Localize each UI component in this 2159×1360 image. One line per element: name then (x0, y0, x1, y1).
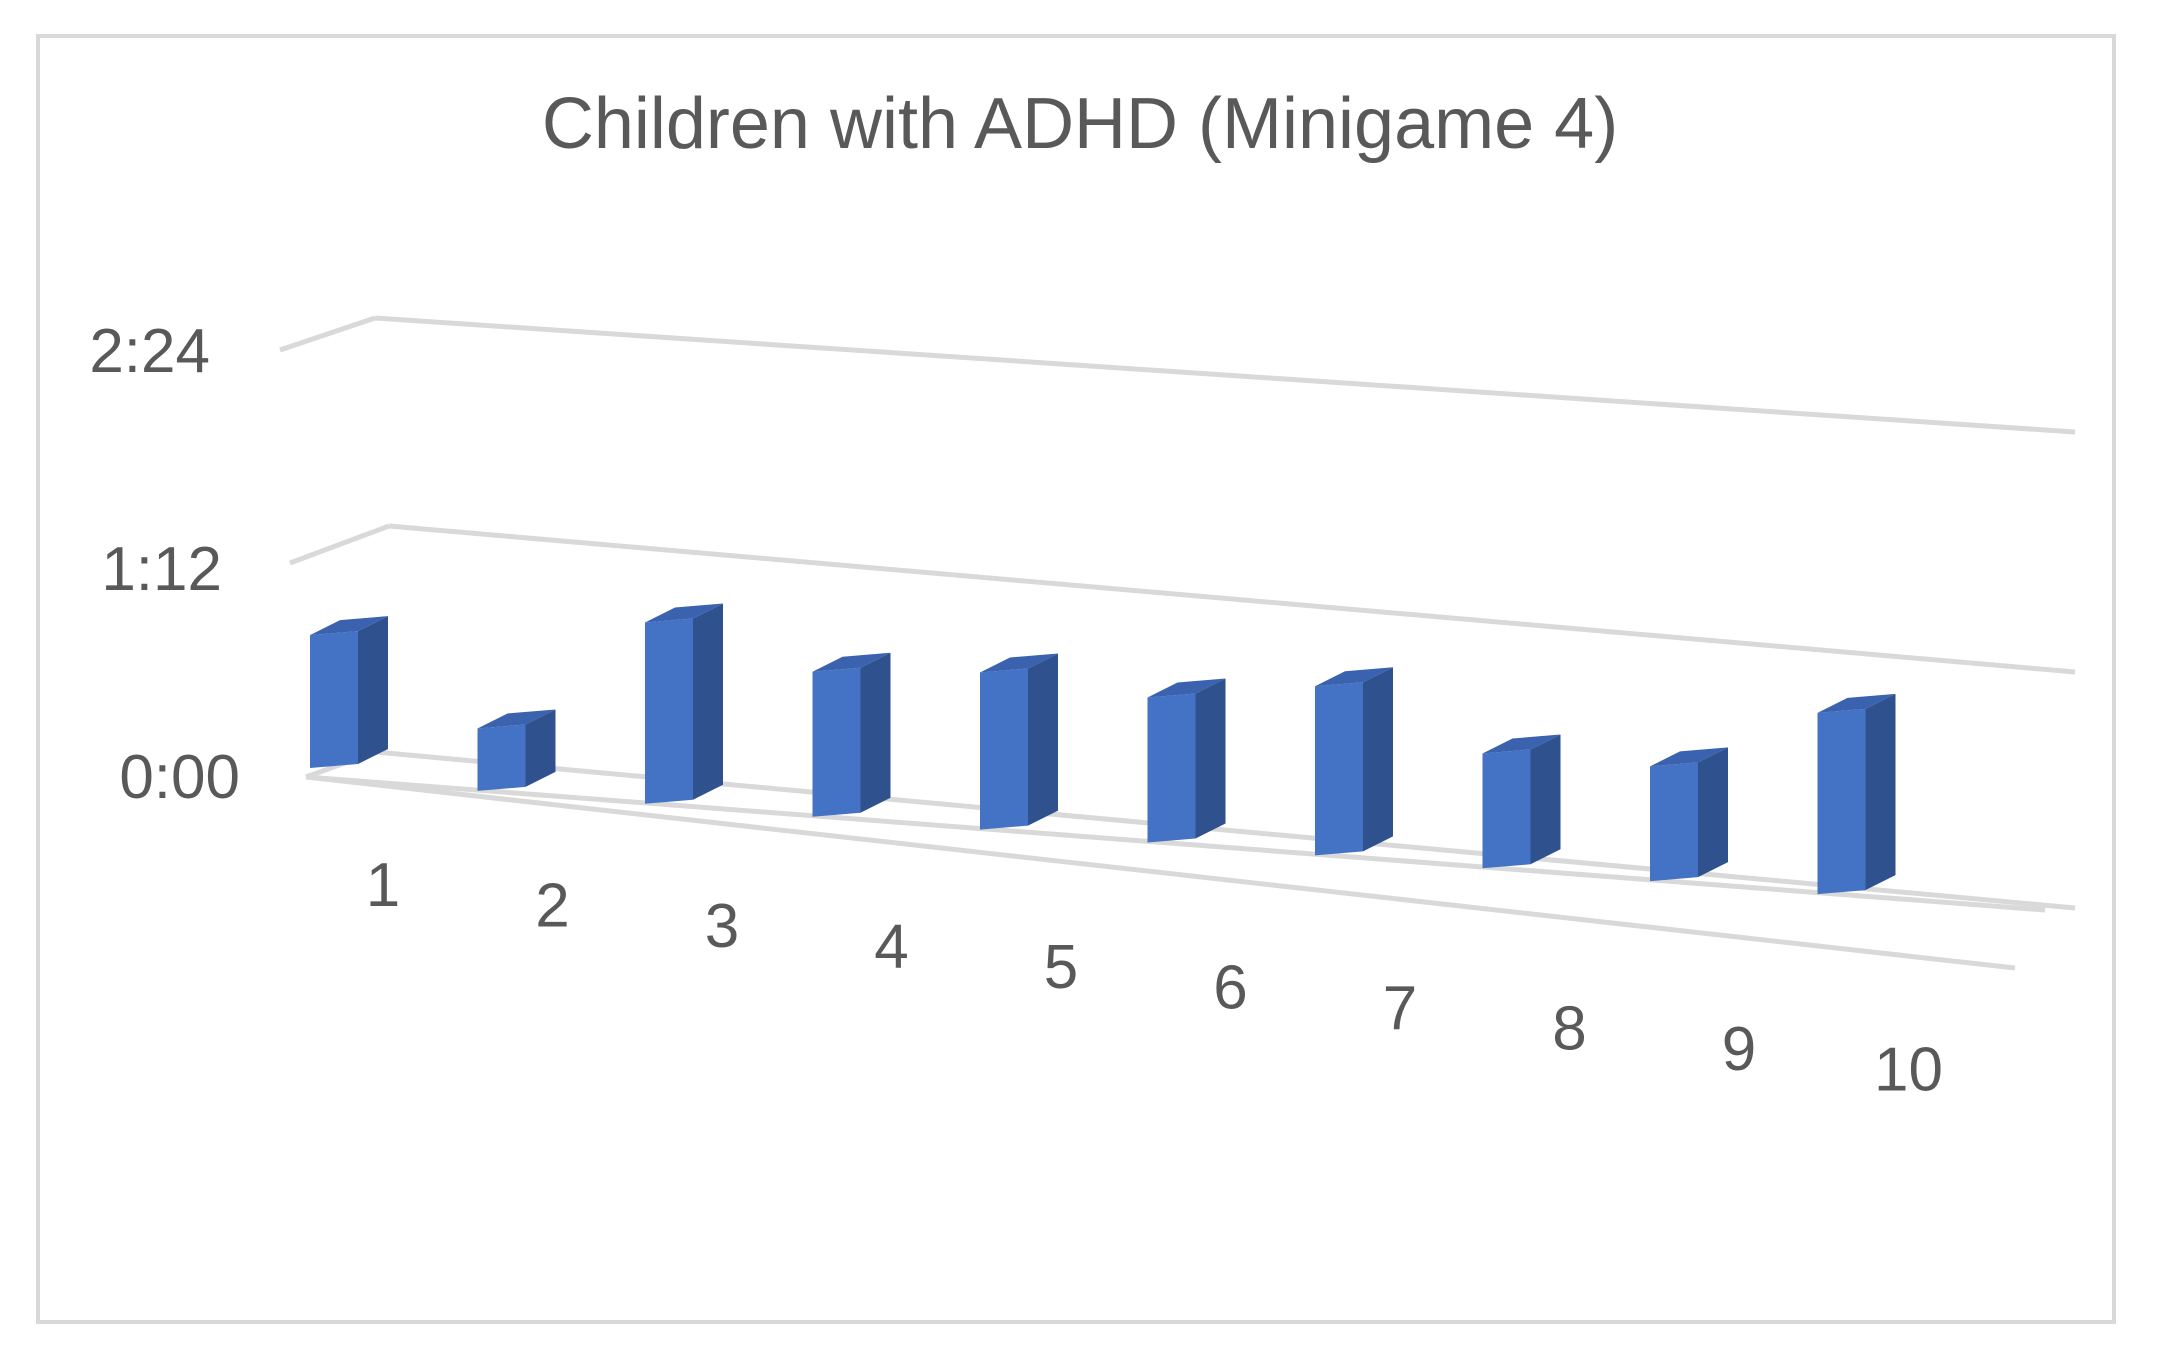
bar-front (645, 618, 693, 804)
bar-top (812, 652, 891, 672)
bar-side (1363, 667, 1393, 852)
bar-6 (1147, 678, 1226, 843)
y-tick-label: 0:00 (119, 743, 240, 812)
gridline-floor-front (305, 774, 2046, 913)
bar-7 (1315, 667, 1393, 856)
bar-front (1315, 682, 1363, 856)
bar-top (1315, 667, 1393, 687)
y-tick-label: 2:24 (89, 317, 210, 386)
bar-top (477, 709, 556, 729)
gridline-floor-edge (305, 774, 2016, 971)
x-tick-label: 1 (366, 851, 400, 920)
gridlines (279, 315, 2076, 971)
bar-10 (1817, 693, 1896, 895)
gridline-back-1 (388, 523, 2076, 675)
x-tick-label: 7 (1383, 974, 1417, 1043)
chart-title: Children with ADHD (Minigame 4) (542, 84, 1618, 164)
bar-1 (310, 616, 388, 768)
bars (310, 603, 1896, 895)
bar-front (477, 724, 526, 791)
gridline-side-1 (289, 523, 390, 566)
bar-side (1698, 747, 1728, 878)
bar-4 (812, 652, 891, 817)
gridline-side-2 (279, 315, 376, 353)
gridline-back-2 (374, 315, 2076, 435)
x-tick-label: 10 (1874, 1036, 1943, 1105)
bar-front (1482, 749, 1531, 869)
bar-top (1650, 747, 1728, 767)
bar-front (1147, 693, 1196, 843)
bar-front (1650, 762, 1698, 882)
bar-front (812, 667, 861, 817)
bar-9 (1650, 747, 1728, 882)
bar-side (1865, 693, 1896, 891)
y-axis-ticks: 0:00 1:12 2:24 (89, 317, 240, 812)
bar-front (980, 668, 1028, 830)
bar-8 (1482, 734, 1561, 869)
x-tick-label: 3 (705, 892, 739, 961)
bar-front (310, 631, 358, 768)
bar-top (310, 616, 388, 636)
x-tick-label: 5 (1044, 933, 1078, 1002)
bar-top (1482, 734, 1561, 754)
bar-side (1530, 734, 1561, 865)
bar-5 (980, 653, 1058, 830)
bar-top (1147, 678, 1226, 698)
bar-top (1817, 693, 1896, 713)
bar-side (693, 603, 723, 800)
y-tick-label: 1:12 (101, 535, 222, 604)
x-tick-label: 4 (874, 913, 908, 982)
x-tick-label: 2 (535, 872, 569, 941)
bar-side (860, 652, 891, 813)
x-tick-label: 6 (1213, 954, 1247, 1023)
bar-side (525, 709, 556, 787)
bar-2 (477, 709, 556, 791)
bar-side (1195, 678, 1226, 839)
bar-side (1028, 653, 1058, 826)
bar-top (980, 653, 1058, 673)
x-tick-label: 9 (1722, 1015, 1756, 1084)
bar-front (1817, 708, 1866, 895)
bar-top (645, 603, 723, 623)
bar-3 (645, 603, 723, 804)
x-axis-ticks: 1 2 3 4 5 6 7 8 9 10 (366, 851, 1943, 1105)
bar-side (358, 616, 388, 764)
x-tick-label: 8 (1552, 995, 1586, 1064)
